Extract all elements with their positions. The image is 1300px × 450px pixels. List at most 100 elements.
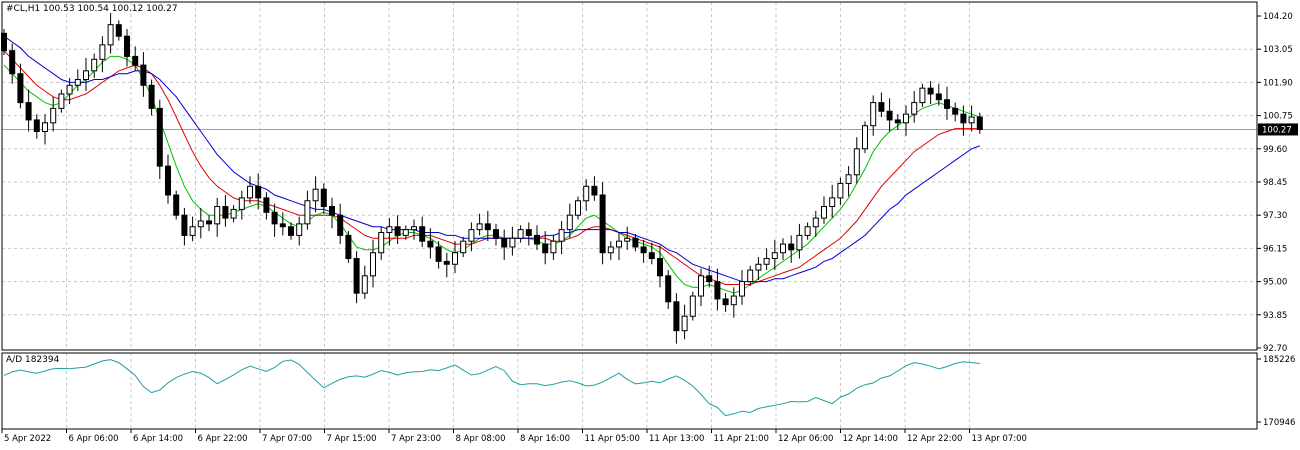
candle-body-bullish <box>99 44 106 60</box>
candle <box>353 251 360 304</box>
candle <box>640 239 647 263</box>
candle-body-bearish <box>353 258 360 294</box>
candle-body-bearish <box>165 165 171 196</box>
x-tick-label: 6 Apr 22:00 <box>198 434 248 444</box>
candle <box>288 222 294 240</box>
candle <box>706 265 713 288</box>
candle-body-bearish <box>632 237 639 248</box>
candle <box>181 207 188 246</box>
candle <box>206 215 212 232</box>
candle <box>66 78 73 105</box>
candle-body-bullish <box>968 116 975 124</box>
candle-body-bearish <box>156 107 163 167</box>
moving-averages <box>3 35 980 294</box>
candle <box>25 89 32 132</box>
candle <box>722 293 729 312</box>
candle-body-bearish <box>288 226 294 236</box>
candle <box>419 216 426 247</box>
x-tick-label: 7 Apr 07:00 <box>262 434 312 444</box>
candle-body-bullish <box>370 252 376 277</box>
candle <box>927 80 934 105</box>
candle-body-bearish <box>525 229 532 236</box>
candle-body-bullish <box>238 197 245 210</box>
candle <box>115 20 122 41</box>
y-tick-label: 103.05 <box>1263 45 1293 55</box>
candle <box>468 222 475 252</box>
candle-body-bullish <box>821 206 827 219</box>
candle <box>944 86 950 120</box>
candle <box>648 242 655 265</box>
candle-body-bearish <box>484 223 491 231</box>
candle-body-bearish <box>944 99 950 109</box>
symbol-info-label: #CL,H1 100.53 100.54 100.12 100.27 <box>6 4 178 14</box>
candle <box>796 223 803 259</box>
candle-body-bullish <box>91 58 98 72</box>
candle-body-bearish <box>148 84 155 109</box>
candle-body-bullish <box>378 232 385 254</box>
candle <box>771 239 778 271</box>
candle <box>976 112 983 134</box>
y-tick-label: 93.85 <box>1263 311 1287 321</box>
candle-body-bullish <box>583 185 590 202</box>
candle <box>501 229 508 260</box>
x-tick-label: 5 Apr 2022 <box>4 434 51 444</box>
candle <box>9 43 16 84</box>
candle-body-bearish <box>140 64 147 86</box>
candle <box>33 114 40 139</box>
candle-body-bearish <box>878 102 885 112</box>
candle-body-bearish <box>788 243 795 251</box>
candle <box>197 207 204 239</box>
candle <box>74 69 81 92</box>
candle-body-bearish <box>886 110 893 121</box>
candle <box>17 63 24 109</box>
y-tick-label: 100.75 <box>1263 112 1293 122</box>
candle-body-bearish <box>17 73 24 104</box>
candle-body-bullish <box>517 229 524 239</box>
x-tick-label: 12 Apr 06:00 <box>778 434 833 444</box>
candle-body-bullish <box>74 79 81 86</box>
candle <box>952 102 959 122</box>
candle-body-bearish <box>329 206 335 216</box>
candle-body-bullish <box>214 206 221 225</box>
candle <box>493 223 499 246</box>
candle-body-bearish <box>394 226 401 236</box>
y-tick-label: 97.30 <box>1263 211 1287 221</box>
candle-body-bearish <box>640 246 647 254</box>
candle <box>829 184 836 219</box>
candle <box>542 231 549 265</box>
candle <box>763 248 770 271</box>
candle <box>837 177 844 206</box>
ma-fast-line <box>3 55 980 294</box>
candle-body-bullish <box>476 223 483 231</box>
candle <box>632 233 639 252</box>
candle <box>780 238 786 260</box>
candle-body-bullish <box>698 275 704 297</box>
candle-body-bullish <box>624 237 631 242</box>
candle-body-bearish <box>976 116 983 130</box>
candle <box>591 176 598 201</box>
candle <box>714 268 721 311</box>
ad-y-tick-label: 170946 <box>1263 418 1295 428</box>
candle <box>616 232 622 260</box>
candle-body-bearish <box>927 87 934 95</box>
candle <box>525 222 532 246</box>
candle-body-bearish <box>255 185 262 199</box>
candle-body-bearish <box>427 240 434 248</box>
grid <box>2 2 1257 429</box>
candle <box>296 216 303 246</box>
candle-body-bullish <box>296 223 303 236</box>
x-tick-label: 11 Apr 05:00 <box>585 434 640 444</box>
candle <box>460 236 467 258</box>
candle-body-bearish <box>894 119 901 124</box>
candle-body-bullish <box>550 240 557 254</box>
candle <box>329 197 335 229</box>
candle <box>99 36 106 73</box>
candle <box>370 239 376 288</box>
candle-body-bullish <box>189 226 196 236</box>
candle-body-bearish <box>271 211 278 225</box>
ad-y-tick-label: 185226 <box>1263 355 1295 365</box>
candle-body-bearish <box>33 119 40 132</box>
candle <box>812 210 819 237</box>
candle-body-bullish <box>42 122 48 132</box>
